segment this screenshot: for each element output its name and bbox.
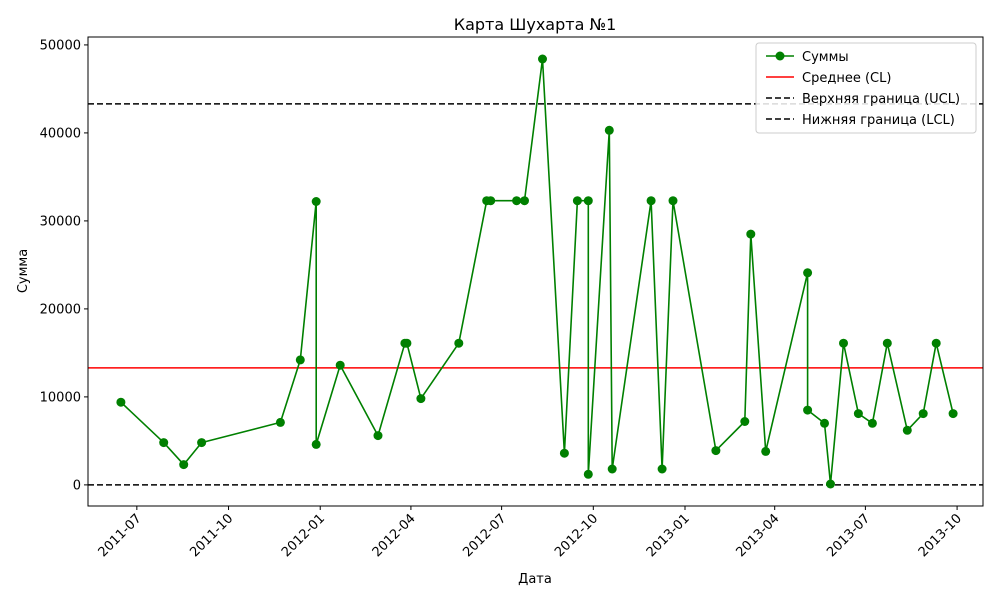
data-point [197, 438, 207, 448]
data-point [116, 397, 126, 407]
legend: Суммы Среднее (CL) Верхняя граница (UCL)… [755, 42, 977, 134]
data-point [839, 338, 848, 348]
x-axis-label: Дата [518, 572, 552, 587]
plot-frame [87, 36, 984, 507]
y-tick-label: 30000 [40, 214, 81, 229]
data-point [311, 439, 321, 449]
data-point [803, 268, 813, 278]
data-point [572, 196, 582, 206]
data-point [882, 338, 892, 348]
y-tick-label: 20000 [40, 302, 81, 317]
data-point [454, 338, 464, 348]
data-point [657, 464, 667, 474]
data-point [740, 417, 750, 426]
y-tick-label: 0 [73, 478, 81, 493]
reference-lines [88, 103, 983, 486]
data-point [538, 54, 547, 64]
y-axis: 0 10000 20000 30000 40000 50000 [40, 38, 88, 493]
series-line [120, 58, 954, 485]
data-series-line [120, 58, 954, 485]
data-point [373, 431, 383, 441]
data-point [711, 446, 721, 456]
data-point [486, 196, 496, 206]
data-point [583, 469, 593, 479]
legend-frame [755, 42, 977, 134]
data-point [607, 464, 617, 474]
data-point [295, 355, 305, 365]
data-point [867, 418, 877, 428]
chart-title: Карта Шухарта №1 [454, 15, 617, 34]
data-point [646, 196, 656, 206]
data-points [116, 54, 958, 489]
data-point [746, 229, 756, 239]
legend-label-lcl: Нижняя граница (LCL) [802, 113, 955, 128]
data-point [668, 196, 678, 206]
data-point [826, 479, 835, 489]
data-point [604, 125, 614, 135]
y-tick-label: 40000 [40, 126, 81, 141]
y-axis-label: Сумма [16, 249, 31, 293]
data-point [311, 197, 321, 206]
data-point [948, 409, 958, 419]
data-point [159, 438, 169, 448]
data-point [512, 196, 522, 206]
data-point [520, 196, 529, 206]
data-point [179, 460, 189, 470]
data-point [931, 338, 941, 348]
y-tick-label: 10000 [40, 390, 81, 405]
data-point [402, 338, 412, 348]
data-point [918, 409, 928, 419]
legend-label-series: Суммы [802, 50, 849, 65]
legend-label-cl: Среднее (CL) [802, 71, 891, 86]
data-point [820, 418, 829, 428]
data-point [275, 417, 285, 427]
data-point [803, 405, 813, 415]
legend-marker-series [775, 51, 785, 61]
data-point [559, 448, 569, 458]
data-point [416, 394, 426, 404]
y-tick-label: 50000 [40, 38, 81, 53]
legend-label-ucl: Верхняя граница (UCL) [802, 92, 960, 107]
data-point [583, 196, 593, 206]
data-point [853, 409, 863, 419]
data-point [761, 446, 771, 456]
data-point [335, 360, 345, 370]
data-point [902, 425, 912, 435]
